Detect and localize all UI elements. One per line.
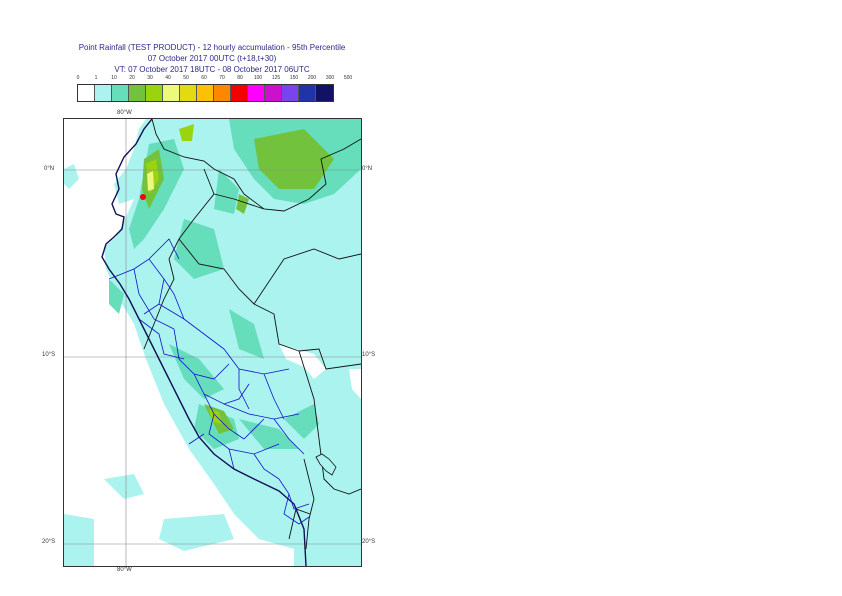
legend-label: 60 bbox=[201, 75, 207, 81]
legend-swatch bbox=[180, 85, 197, 101]
base-time: 07 October 2017 00UTC (t+18,t+30) bbox=[147, 54, 277, 63]
legend-colorbar bbox=[77, 84, 334, 102]
dry-area-east bbox=[279, 344, 361, 399]
legend-label: 125 bbox=[271, 75, 281, 81]
legend-label: 100 bbox=[253, 75, 263, 81]
lat-label-10-right: 10°S bbox=[362, 352, 376, 358]
legend-label: 40 bbox=[165, 75, 171, 81]
legend-swatch bbox=[282, 85, 299, 101]
rainfall-map bbox=[63, 118, 362, 567]
rain-area-20mm bbox=[142, 129, 334, 434]
legend-label: 70 bbox=[219, 75, 225, 81]
legend-swatch bbox=[265, 85, 282, 101]
legend-swatch bbox=[129, 85, 146, 101]
legend-swatch bbox=[316, 85, 333, 101]
legend-swatch bbox=[214, 85, 231, 101]
valid-time: VT: 07 October 2017 18UTC - 08 October 2… bbox=[114, 65, 310, 74]
chart-title: Point Rainfall (TEST PRODUCT) - 12 hourl… bbox=[78, 43, 346, 52]
legend-label: 150 bbox=[289, 75, 299, 81]
rain-area-10mm bbox=[109, 119, 361, 449]
legend-swatch bbox=[197, 85, 214, 101]
legend-label: 80 bbox=[237, 75, 243, 81]
legend-swatch bbox=[299, 85, 316, 101]
legend-swatch bbox=[78, 85, 95, 101]
coastline bbox=[101, 119, 307, 566]
rain-area-south bbox=[64, 474, 234, 566]
legend-label: 1 bbox=[94, 75, 98, 81]
legend-label: 200 bbox=[307, 75, 317, 81]
legend-label: 500 bbox=[343, 75, 353, 81]
map-svg bbox=[64, 119, 361, 566]
legend-swatch bbox=[146, 85, 163, 101]
lat-label-10-left: 10°S bbox=[42, 352, 56, 358]
lon-label-top: 80°W bbox=[117, 110, 132, 116]
legend-label: 50 bbox=[183, 75, 189, 81]
lon-label-bottom: 80°W bbox=[117, 567, 132, 573]
legend-label: 300 bbox=[325, 75, 335, 81]
legend-label: 30 bbox=[147, 75, 153, 81]
lake-titicaca bbox=[315, 453, 337, 476]
rain-area-40mm bbox=[147, 171, 154, 191]
legend-labels: 0 1 10 20 30 40 50 60 70 80 100 125 150 200 300 500 bbox=[76, 75, 353, 84]
legend-label: 10 bbox=[111, 75, 117, 81]
lat-label-20-left: 20°S bbox=[42, 539, 56, 545]
lat-label-0-left: 0°N bbox=[44, 166, 55, 172]
admin-borders bbox=[108, 238, 310, 525]
legend-label: 0 bbox=[76, 75, 80, 81]
legend-swatch bbox=[231, 85, 248, 101]
legend-swatch bbox=[248, 85, 265, 101]
lat-label-0-right: 0°N bbox=[362, 166, 373, 172]
legend-swatch bbox=[95, 85, 112, 101]
legend-label: 20 bbox=[129, 75, 135, 81]
legend-swatch bbox=[163, 85, 180, 101]
legend-swatch bbox=[112, 85, 129, 101]
rain-max-point bbox=[140, 194, 146, 200]
lat-label-20-right: 20°S bbox=[362, 539, 376, 545]
